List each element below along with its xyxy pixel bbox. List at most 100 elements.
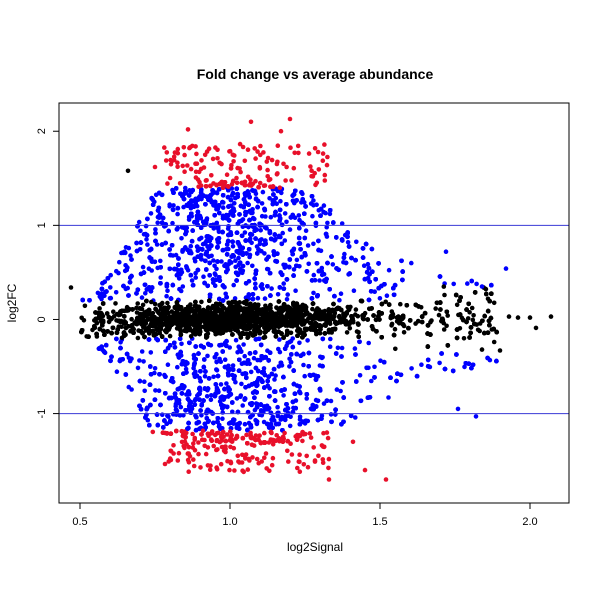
data-point-unchanged: [475, 327, 481, 333]
data-point-moderate: [258, 357, 263, 363]
data-point-moderate: [158, 281, 163, 286]
data-point-unchanged: [454, 302, 460, 308]
data-point-moderate: [208, 192, 214, 198]
data-point-moderate: [318, 354, 323, 360]
data-point-moderate: [128, 253, 133, 258]
data-point-moderate: [194, 213, 200, 219]
data-point-moderate: [238, 266, 243, 272]
data-point-moderate: [259, 282, 265, 287]
data-point-moderate: [167, 247, 172, 252]
data-point-moderate: [297, 225, 302, 231]
data-point-moderate: [177, 286, 182, 292]
data-point-moderate: [239, 233, 245, 239]
data-point-moderate: [258, 342, 264, 348]
data-point-moderate: [272, 377, 277, 382]
data-point-moderate: [354, 379, 359, 384]
data-point-moderate: [294, 263, 299, 269]
data-point-moderate: [203, 202, 208, 207]
data-point-moderate: [147, 422, 152, 428]
data-point-moderate: [220, 283, 226, 288]
data-point-moderate: [234, 278, 239, 283]
data-point-moderate: [345, 234, 350, 240]
data-point-moderate: [188, 410, 194, 416]
data-point-moderate: [334, 235, 339, 240]
data-point-moderate: [313, 373, 319, 379]
data-point-moderate: [454, 352, 459, 357]
data-point-moderate: [241, 360, 247, 366]
data-point-moderate: [254, 419, 260, 424]
data-point-moderate: [125, 285, 130, 291]
data-point-moderate: [189, 238, 195, 244]
data-point-moderate: [296, 213, 302, 218]
data-point-moderate: [167, 202, 172, 207]
data-point-moderate: [198, 378, 203, 384]
data-point-unchanged: [491, 300, 497, 306]
data-point-moderate: [214, 359, 219, 365]
data-point-moderate: [193, 369, 198, 375]
data-point-moderate: [144, 406, 149, 412]
data-point-moderate: [262, 296, 268, 301]
data-point-moderate: [181, 371, 186, 377]
data-point-moderate: [270, 414, 276, 420]
data-point-moderate: [297, 241, 303, 246]
data-point-moderate: [174, 272, 180, 278]
data-point-moderate: [183, 185, 188, 191]
data-point-moderate: [234, 186, 239, 191]
data-point-moderate: [288, 215, 294, 220]
data-point-moderate: [247, 208, 253, 214]
data-point-moderate: [233, 337, 239, 343]
data-point-moderate: [211, 420, 216, 426]
data-point-moderate: [254, 382, 260, 388]
data-point-moderate: [184, 225, 189, 231]
data-point-unchanged: [79, 315, 84, 321]
data-point-moderate: [128, 275, 133, 280]
data-point-moderate: [485, 355, 490, 361]
data-point-moderate: [409, 260, 414, 266]
data-point-moderate: [267, 394, 272, 399]
data-point-moderate: [274, 259, 280, 264]
data-point-moderate: [301, 362, 306, 368]
data-point-moderate: [156, 190, 162, 196]
data-point-moderate: [345, 240, 351, 245]
data-point-moderate: [246, 202, 251, 207]
data-point-moderate: [327, 211, 333, 217]
data-point-moderate: [129, 387, 134, 392]
data-point-moderate: [364, 365, 370, 371]
data-point-moderate: [214, 190, 220, 196]
data-point-moderate: [280, 230, 286, 236]
data-point-moderate: [246, 247, 252, 252]
data-point-moderate: [248, 369, 254, 375]
data-point-moderate: [251, 355, 257, 361]
data-point-moderate: [296, 235, 302, 241]
data-point-moderate: [274, 421, 279, 427]
data-point-moderate: [206, 376, 212, 381]
data-point-unchanged: [344, 330, 350, 335]
data-point-moderate: [194, 414, 199, 420]
data-point-moderate: [178, 404, 184, 410]
data-point-moderate: [193, 275, 198, 280]
data-point-moderate: [391, 285, 396, 291]
data-point-moderate: [134, 240, 139, 246]
data-point-moderate: [279, 222, 285, 228]
data-point-unchanged: [393, 346, 398, 352]
data-point-moderate: [207, 238, 212, 244]
data-point-moderate: [173, 186, 179, 191]
data-point-moderate: [324, 224, 330, 230]
data-point-moderate: [285, 413, 291, 419]
data-point-moderate: [220, 410, 225, 415]
data-point-unchanged: [392, 326, 398, 332]
data-point-unchanged: [483, 286, 489, 292]
data-point-moderate: [275, 413, 281, 419]
data-point-moderate: [179, 236, 184, 241]
data-point-moderate: [190, 228, 195, 233]
data-point-moderate: [240, 270, 245, 276]
data-point-moderate: [268, 410, 274, 416]
data-point-moderate: [108, 358, 113, 364]
data-point-moderate: [190, 282, 196, 288]
data-point-moderate: [451, 281, 457, 287]
data-point-moderate: [205, 386, 211, 391]
data-point-moderate: [258, 228, 264, 233]
data-point-moderate: [494, 358, 499, 364]
data-point-moderate: [250, 292, 256, 297]
data-point-moderate: [197, 385, 202, 391]
